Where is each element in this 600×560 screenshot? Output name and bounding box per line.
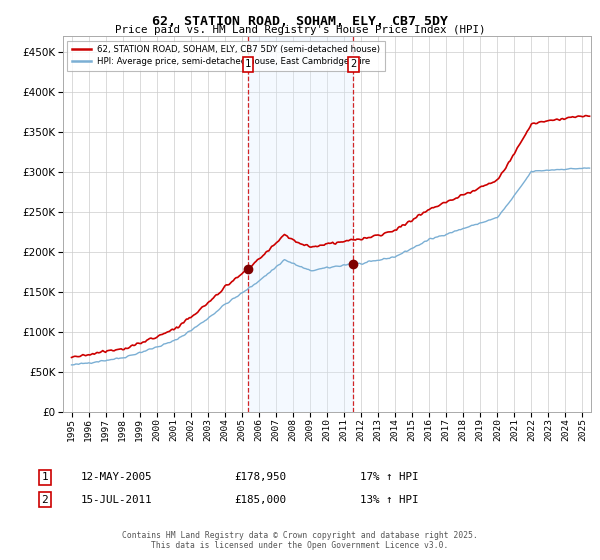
Text: £178,950: £178,950: [234, 472, 286, 482]
Text: 62, STATION ROAD, SOHAM, ELY, CB7 5DY: 62, STATION ROAD, SOHAM, ELY, CB7 5DY: [152, 15, 448, 27]
Text: 2: 2: [41, 494, 49, 505]
Text: 13% ↑ HPI: 13% ↑ HPI: [360, 494, 419, 505]
Text: 12-MAY-2005: 12-MAY-2005: [81, 472, 152, 482]
Text: 1: 1: [245, 59, 251, 69]
Text: Price paid vs. HM Land Registry's House Price Index (HPI): Price paid vs. HM Land Registry's House …: [115, 25, 485, 35]
Text: 1: 1: [41, 472, 49, 482]
Text: 2: 2: [350, 59, 356, 69]
Text: £185,000: £185,000: [234, 494, 286, 505]
Text: Contains HM Land Registry data © Crown copyright and database right 2025.
This d: Contains HM Land Registry data © Crown c…: [122, 530, 478, 550]
Legend: 62, STATION ROAD, SOHAM, ELY, CB7 5DY (semi-detached house), HPI: Average price,: 62, STATION ROAD, SOHAM, ELY, CB7 5DY (s…: [67, 41, 385, 71]
Text: 17% ↑ HPI: 17% ↑ HPI: [360, 472, 419, 482]
Bar: [248, 36, 353, 412]
Text: 15-JUL-2011: 15-JUL-2011: [81, 494, 152, 505]
